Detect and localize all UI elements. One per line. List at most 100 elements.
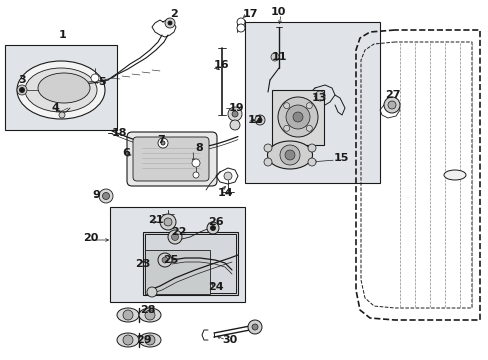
Ellipse shape xyxy=(264,144,271,152)
Ellipse shape xyxy=(168,230,182,244)
Ellipse shape xyxy=(251,324,258,330)
Text: 20: 20 xyxy=(83,233,98,243)
Text: 28: 28 xyxy=(140,305,155,315)
Ellipse shape xyxy=(123,335,133,345)
Ellipse shape xyxy=(59,112,65,118)
Text: 17: 17 xyxy=(243,9,258,19)
Ellipse shape xyxy=(160,214,176,230)
Text: 25: 25 xyxy=(163,255,178,265)
Ellipse shape xyxy=(210,225,215,230)
Ellipse shape xyxy=(305,125,312,131)
Ellipse shape xyxy=(258,118,262,122)
Ellipse shape xyxy=(117,308,139,322)
Ellipse shape xyxy=(224,172,231,180)
Ellipse shape xyxy=(162,257,168,263)
Ellipse shape xyxy=(158,253,172,267)
Ellipse shape xyxy=(283,103,289,109)
Text: 8: 8 xyxy=(195,143,203,153)
Ellipse shape xyxy=(158,138,168,148)
Ellipse shape xyxy=(231,111,238,117)
Bar xyxy=(130,135,215,183)
Text: 26: 26 xyxy=(207,217,223,227)
Text: 15: 15 xyxy=(333,153,348,163)
Text: 2: 2 xyxy=(170,9,178,19)
Text: 23: 23 xyxy=(135,259,150,269)
Text: 14: 14 xyxy=(218,188,233,198)
Ellipse shape xyxy=(229,120,240,130)
Ellipse shape xyxy=(278,97,317,137)
Text: 11: 11 xyxy=(271,52,287,62)
Ellipse shape xyxy=(147,287,157,297)
Text: 22: 22 xyxy=(171,227,186,237)
Ellipse shape xyxy=(17,61,105,119)
Ellipse shape xyxy=(91,74,99,82)
Ellipse shape xyxy=(139,333,161,347)
Bar xyxy=(142,232,238,295)
Text: 21: 21 xyxy=(148,215,163,225)
Ellipse shape xyxy=(17,85,27,95)
Text: 19: 19 xyxy=(228,103,244,113)
Bar xyxy=(271,90,324,145)
Text: 24: 24 xyxy=(207,282,223,292)
FancyBboxPatch shape xyxy=(133,137,208,181)
Ellipse shape xyxy=(283,125,289,131)
Ellipse shape xyxy=(102,193,109,199)
Text: 3: 3 xyxy=(18,75,25,85)
Ellipse shape xyxy=(99,189,113,203)
Text: 7: 7 xyxy=(157,135,164,145)
Text: 16: 16 xyxy=(214,60,229,70)
Ellipse shape xyxy=(206,222,219,234)
Ellipse shape xyxy=(443,170,465,180)
Ellipse shape xyxy=(247,320,262,334)
Text: 4: 4 xyxy=(52,103,60,113)
Ellipse shape xyxy=(145,310,155,320)
Text: 9: 9 xyxy=(92,190,100,200)
Ellipse shape xyxy=(145,335,155,345)
Ellipse shape xyxy=(285,150,294,160)
Bar xyxy=(145,250,209,294)
FancyBboxPatch shape xyxy=(127,132,217,186)
Ellipse shape xyxy=(305,103,312,109)
Ellipse shape xyxy=(292,112,303,122)
Text: 1: 1 xyxy=(59,30,67,40)
Bar xyxy=(110,207,244,302)
Ellipse shape xyxy=(267,141,312,169)
Ellipse shape xyxy=(227,107,242,121)
Ellipse shape xyxy=(285,105,309,129)
Text: 18: 18 xyxy=(112,128,127,138)
Ellipse shape xyxy=(193,172,199,178)
Ellipse shape xyxy=(164,18,175,28)
Ellipse shape xyxy=(314,91,325,101)
Ellipse shape xyxy=(192,159,200,167)
Ellipse shape xyxy=(38,73,90,103)
Ellipse shape xyxy=(237,24,244,32)
Ellipse shape xyxy=(270,53,279,61)
Ellipse shape xyxy=(123,310,133,320)
Ellipse shape xyxy=(383,97,399,113)
Bar xyxy=(145,234,236,293)
Ellipse shape xyxy=(25,68,97,112)
Ellipse shape xyxy=(117,333,139,347)
Text: 29: 29 xyxy=(136,335,151,345)
Ellipse shape xyxy=(307,158,315,166)
Text: 27: 27 xyxy=(384,90,400,100)
Text: 5: 5 xyxy=(98,77,105,87)
Text: 10: 10 xyxy=(270,7,285,17)
Ellipse shape xyxy=(264,158,271,166)
Ellipse shape xyxy=(161,141,164,145)
Ellipse shape xyxy=(307,144,315,152)
Text: 12: 12 xyxy=(247,115,263,125)
Ellipse shape xyxy=(387,101,395,109)
Ellipse shape xyxy=(163,218,172,226)
Ellipse shape xyxy=(171,234,178,240)
Ellipse shape xyxy=(20,87,24,93)
Text: 30: 30 xyxy=(222,335,237,345)
Bar xyxy=(5,45,117,130)
Text: 6: 6 xyxy=(122,148,130,158)
Ellipse shape xyxy=(254,115,264,125)
Ellipse shape xyxy=(280,145,299,165)
Ellipse shape xyxy=(139,308,161,322)
Ellipse shape xyxy=(168,21,172,25)
Text: 13: 13 xyxy=(311,93,326,103)
Bar xyxy=(244,22,379,183)
